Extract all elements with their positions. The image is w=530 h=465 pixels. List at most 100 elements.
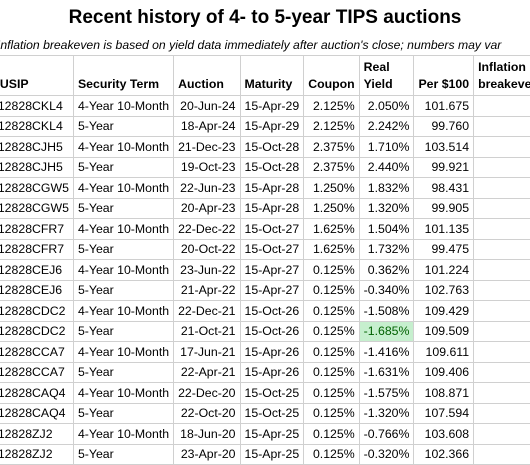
cell-price-per-100[interactable]: 102.366: [413, 443, 475, 465]
cell-coupon[interactable]: 1.250%: [303, 177, 360, 199]
cell-real-yield[interactable]: -0.766%: [358, 423, 415, 445]
column-header-security-term[interactable]: Security Term: [72, 55, 175, 96]
cell-cusip[interactable]: 912828CKL4: [0, 95, 74, 117]
cell-inflation-breakeven[interactable]: 3.: [473, 279, 530, 301]
cell-price-per-100[interactable]: 101.675: [413, 95, 475, 117]
cell-real-yield[interactable]: 1.710%: [358, 136, 415, 158]
cell-price-per-100[interactable]: 101.224: [413, 259, 475, 281]
cell-maturity-date[interactable]: 15-Apr-26: [239, 341, 305, 363]
cell-cusip[interactable]: 912828CCA7: [0, 361, 74, 383]
cell-inflation-breakeven[interactable]: 2.: [473, 238, 530, 260]
cell-price-per-100[interactable]: 103.608: [413, 423, 475, 445]
cell-coupon[interactable]: 0.125%: [303, 402, 360, 424]
cell-security-term[interactable]: 4-Year 10-Month: [72, 136, 175, 158]
cell-inflation-breakeven[interactable]: 2.: [473, 197, 530, 219]
cell-coupon[interactable]: 2.375%: [303, 136, 360, 158]
cell-auction-date[interactable]: 18-Apr-24: [173, 115, 241, 137]
cell-cusip[interactable]: 912828ZJ2: [0, 443, 74, 465]
cell-real-yield[interactable]: -1.320%: [358, 402, 415, 424]
cell-coupon[interactable]: 0.125%: [303, 300, 360, 322]
cell-cusip[interactable]: 912828CAQ4: [0, 402, 74, 424]
cell-maturity-date[interactable]: 15-Apr-27: [239, 279, 305, 301]
column-header-per-100[interactable]: Per $100: [413, 55, 475, 96]
column-header-cusip[interactable]: CUSIP: [0, 55, 74, 96]
cell-security-term[interactable]: 4-Year 10-Month: [72, 382, 175, 404]
cell-price-per-100[interactable]: 109.406: [413, 361, 475, 383]
column-header-auction[interactable]: Auction: [173, 55, 241, 96]
cell-price-per-100[interactable]: 99.905: [413, 197, 475, 219]
cell-real-yield[interactable]: -1.416%: [358, 341, 415, 363]
cell-auction-date[interactable]: 22-Oct-20: [173, 402, 241, 424]
cell-inflation-breakeven[interactable]: 0.: [473, 443, 530, 465]
cell-real-yield[interactable]: 1.732%: [358, 238, 415, 260]
cell-price-per-100[interactable]: 109.509: [413, 320, 475, 342]
cell-inflation-breakeven[interactable]: 2.: [473, 136, 530, 158]
cell-security-term[interactable]: 4-Year 10-Month: [72, 423, 175, 445]
cell-security-term[interactable]: 4-Year 10-Month: [72, 95, 175, 117]
cell-coupon[interactable]: 0.125%: [303, 320, 360, 342]
cell-auction-date[interactable]: 23-Jun-22: [173, 259, 241, 281]
cell-coupon[interactable]: 1.625%: [303, 218, 360, 240]
cell-price-per-100[interactable]: 101.135: [413, 218, 475, 240]
cell-maturity-date[interactable]: 15-Apr-28: [239, 177, 305, 199]
cell-real-yield[interactable]: 2.242%: [358, 115, 415, 137]
cell-maturity-date[interactable]: 15-Oct-25: [239, 402, 305, 424]
cell-real-yield[interactable]: -1.685%: [358, 320, 415, 342]
cell-coupon[interactable]: 2.125%: [303, 115, 360, 137]
cell-real-yield[interactable]: 2.050%: [358, 95, 415, 117]
cell-auction-date[interactable]: 22-Dec-21: [173, 300, 241, 322]
cell-inflation-breakeven[interactable]: 2.: [473, 320, 530, 342]
cell-cusip[interactable]: 912828CDC2: [0, 320, 74, 342]
cell-maturity-date[interactable]: 15-Apr-29: [239, 115, 305, 137]
cell-maturity-date[interactable]: 15-Apr-29: [239, 95, 305, 117]
column-header-inflation-breakeven[interactable]: Inflation breakeven: [473, 55, 530, 96]
cell-inflation-breakeven[interactable]: 2.: [473, 361, 530, 383]
cell-price-per-100[interactable]: 107.594: [413, 402, 475, 424]
cell-coupon[interactable]: 0.125%: [303, 361, 360, 383]
cell-auction-date[interactable]: 19-Oct-23: [173, 156, 241, 178]
cell-auction-date[interactable]: 21-Apr-22: [173, 279, 241, 301]
cell-security-term[interactable]: 4-Year 10-Month: [72, 177, 175, 199]
cell-security-term[interactable]: 4-Year 10-Month: [72, 259, 175, 281]
cell-security-term[interactable]: 5-Year: [72, 402, 175, 424]
cell-inflation-breakeven[interactable]: 2.: [473, 95, 530, 117]
cell-cusip[interactable]: 912828CFR7: [0, 218, 74, 240]
cell-price-per-100[interactable]: 109.429: [413, 300, 475, 322]
cell-inflation-breakeven[interactable]: 1.: [473, 382, 530, 404]
cell-auction-date[interactable]: 20-Jun-24: [173, 95, 241, 117]
cell-inflation-breakeven[interactable]: 2.: [473, 300, 530, 322]
cell-maturity-date[interactable]: 15-Oct-26: [239, 320, 305, 342]
cell-cusip[interactable]: 912828CCA7: [0, 341, 74, 363]
cell-auction-date[interactable]: 18-Jun-20: [173, 423, 241, 445]
cell-auction-date[interactable]: 21-Dec-23: [173, 136, 241, 158]
cell-price-per-100[interactable]: 99.475: [413, 238, 475, 260]
cell-real-yield[interactable]: -0.340%: [358, 279, 415, 301]
cell-coupon[interactable]: 0.125%: [303, 443, 360, 465]
cell-inflation-breakeven[interactable]: 2.: [473, 115, 530, 137]
cell-security-term[interactable]: 5-Year: [72, 238, 175, 260]
cell-auction-date[interactable]: 22-Dec-22: [173, 218, 241, 240]
cell-coupon[interactable]: 0.125%: [303, 341, 360, 363]
cell-coupon[interactable]: 0.125%: [303, 279, 360, 301]
cell-auction-date[interactable]: 20-Oct-22: [173, 238, 241, 260]
cell-security-term[interactable]: 4-Year 10-Month: [72, 218, 175, 240]
cell-cusip[interactable]: 912828CEJ6: [0, 279, 74, 301]
cell-price-per-100[interactable]: 98.431: [413, 177, 475, 199]
cell-cusip[interactable]: 912828ZJ2: [0, 423, 74, 445]
cell-maturity-date[interactable]: 15-Apr-25: [239, 423, 305, 445]
cell-security-term[interactable]: 5-Year: [72, 279, 175, 301]
cell-cusip[interactable]: 912828CKL4: [0, 115, 74, 137]
cell-maturity-date[interactable]: 15-Oct-26: [239, 300, 305, 322]
cell-maturity-date[interactable]: 15-Apr-28: [239, 197, 305, 219]
cell-price-per-100[interactable]: 99.921: [413, 156, 475, 178]
cell-cusip[interactable]: 912828CFR7: [0, 238, 74, 260]
cell-inflation-breakeven[interactable]: 2.: [473, 341, 530, 363]
cell-security-term[interactable]: 5-Year: [72, 115, 175, 137]
cell-real-yield[interactable]: 1.832%: [358, 177, 415, 199]
cell-real-yield[interactable]: -1.575%: [358, 382, 415, 404]
cell-real-yield[interactable]: -1.631%: [358, 361, 415, 383]
cell-maturity-date[interactable]: 15-Oct-25: [239, 382, 305, 404]
cell-price-per-100[interactable]: 108.871: [413, 382, 475, 404]
cell-coupon[interactable]: 0.125%: [303, 259, 360, 281]
cell-cusip[interactable]: 912828CDC2: [0, 300, 74, 322]
